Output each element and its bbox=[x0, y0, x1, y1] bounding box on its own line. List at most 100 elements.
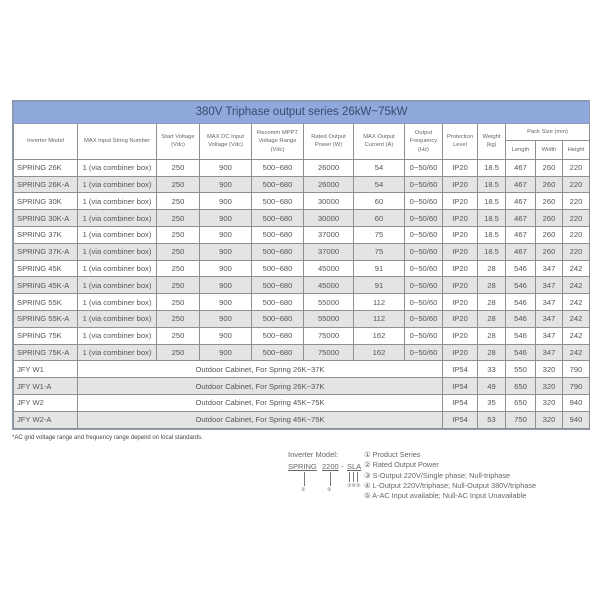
spec-table: 380V Triphase output series 26kW~75kW In… bbox=[12, 101, 591, 429]
table-cell: 0~50/60 bbox=[404, 242, 443, 261]
table-cell: IP20 bbox=[442, 209, 478, 227]
table-cell: 546 bbox=[505, 326, 536, 345]
table-cell: 0~50/60 bbox=[404, 259, 443, 278]
table-cell: 347 bbox=[535, 259, 563, 278]
cabinet-row: JFY W1-A Outdoor Cabinet, For Spring 26K~… bbox=[13, 377, 591, 395]
table-cell: 900 bbox=[199, 259, 252, 278]
model-cell: SPRING 45K-A bbox=[13, 276, 78, 295]
table-cell: 49 bbox=[477, 377, 506, 395]
column-header: Pack Size (mm) bbox=[504, 123, 591, 141]
table-cell: 500~680 bbox=[251, 209, 304, 227]
table-row: SPRING 26K 1 (via combiner box) 250 900 500~… bbox=[13, 158, 591, 177]
table-cell: 75 bbox=[353, 225, 405, 244]
column-header: MAX Input String Number bbox=[77, 123, 157, 160]
model-cell: SPRING 37K-A bbox=[13, 242, 78, 261]
cabinet-row: JFY W2-A Outdoor Cabinet, For Spring 45K~… bbox=[13, 410, 591, 429]
table-cell: 1 (via combiner box) bbox=[77, 259, 157, 278]
mark-1: ① bbox=[301, 487, 306, 493]
table-cell: 940 bbox=[561, 410, 591, 429]
model-cell: SPRING 30K-A bbox=[13, 209, 78, 227]
table-row: SPRING 30K 1 (via combiner box) 250 900 500~… bbox=[13, 192, 591, 211]
table-cell: IP20 bbox=[442, 276, 478, 295]
table-cell: 162 bbox=[353, 326, 405, 345]
column-header: MAX DC Input Voltage (Vdc) bbox=[199, 123, 252, 160]
mark-345: ③④⑤ bbox=[347, 483, 361, 489]
table-cell: 0~50/60 bbox=[404, 158, 443, 177]
table-cell: 18.5 bbox=[477, 242, 506, 261]
table-cell: 250 bbox=[156, 209, 200, 227]
table-cell: 1 (via combiner box) bbox=[77, 242, 157, 261]
table-cell: 320 bbox=[535, 393, 563, 412]
table-cell: 750 bbox=[505, 410, 536, 429]
table-cell: IP54 bbox=[442, 410, 478, 429]
table-cell: 18.5 bbox=[477, 175, 506, 194]
table-cell: 45000 bbox=[303, 259, 354, 278]
table-cell: 500~680 bbox=[251, 158, 304, 177]
table-cell: 790 bbox=[561, 360, 591, 379]
table-cell: 1 (via combiner box) bbox=[77, 175, 157, 194]
table-cell: 0~50/60 bbox=[404, 225, 443, 244]
table-cell: 28 bbox=[477, 343, 506, 362]
table-cell: 650 bbox=[505, 393, 536, 412]
table-cell: IP54 bbox=[442, 393, 478, 412]
table-cell: 467 bbox=[505, 158, 536, 177]
table-cell: 320 bbox=[535, 410, 563, 429]
legend-item: ② Rated Output Power bbox=[364, 460, 439, 470]
model-part-power: 2200 bbox=[322, 462, 339, 471]
table-cell: 0~50/60 bbox=[404, 326, 443, 345]
table-cell: 900 bbox=[199, 175, 252, 194]
table-cell: 500~680 bbox=[251, 225, 304, 244]
model-part-series: SPRING bbox=[288, 462, 317, 471]
model-cell: JFY W1-A bbox=[13, 377, 78, 395]
table-cell: 900 bbox=[199, 209, 252, 227]
table-cell: 91 bbox=[353, 276, 405, 295]
table-cell: 75000 bbox=[303, 326, 354, 345]
table-cell: 33 bbox=[477, 360, 506, 379]
table-cell: 60 bbox=[353, 192, 405, 211]
table-cell: 250 bbox=[156, 259, 200, 278]
table-cell: 467 bbox=[505, 242, 536, 261]
table-cell: IP20 bbox=[442, 309, 478, 328]
table-cell: 242 bbox=[561, 309, 591, 328]
table-cell: 900 bbox=[199, 326, 252, 345]
table-cell: IP20 bbox=[442, 326, 478, 345]
table-cell: 1 (via combiner box) bbox=[77, 276, 157, 295]
legend-item: ④ L-Output 220V/triphase; Null-Output 38… bbox=[364, 480, 537, 490]
table-cell: 260 bbox=[535, 158, 563, 177]
table-cell: 35 bbox=[477, 393, 506, 412]
table-cell: 1 (via combiner box) bbox=[77, 309, 157, 328]
table-cell: 1 (via combiner box) bbox=[77, 225, 157, 244]
model-part-suffix: SLA bbox=[347, 462, 362, 471]
table-cell: 347 bbox=[535, 309, 563, 328]
table-cell: 112 bbox=[353, 293, 405, 311]
table-cell: 347 bbox=[535, 326, 563, 345]
table-cell: 546 bbox=[505, 309, 536, 328]
legend-item: ① Product Series bbox=[364, 450, 421, 459]
table-cell: 220 bbox=[561, 242, 591, 261]
table-cell: 0~50/60 bbox=[404, 175, 443, 194]
table-cell: 790 bbox=[561, 377, 591, 395]
model-cell: JFY W1 bbox=[13, 360, 78, 379]
table-cell: 30000 bbox=[303, 209, 354, 227]
table-cell: 467 bbox=[505, 192, 536, 211]
table-row: SPRING 26K-A 1 (via combiner box) 250 900 50… bbox=[13, 175, 591, 194]
table-row: SPRING 30K-A 1 (via combiner box) 250 900 50… bbox=[13, 209, 591, 227]
table-cell: 1 (via combiner box) bbox=[77, 192, 157, 211]
table-cell: IP20 bbox=[442, 192, 478, 211]
table-cell: 28 bbox=[477, 259, 506, 278]
legend-item: ⑤ A-AC Input available; Null-AC Input Un… bbox=[364, 491, 527, 501]
table-cell: 550 bbox=[505, 360, 536, 379]
cabinet-row: JFY W2 Outdoor Cabinet, For Spring 45K~75… bbox=[13, 393, 591, 412]
model-cell: SPRING 55K-A bbox=[13, 309, 78, 328]
table-cell: 250 bbox=[156, 293, 200, 311]
column-header: MAX Output Current (A) bbox=[353, 123, 405, 160]
table-cell: 28 bbox=[477, 293, 506, 311]
model-cell: SPRING 45K bbox=[13, 259, 78, 278]
column-header: Start Voltage (Vdc) bbox=[156, 123, 200, 160]
table-cell: 162 bbox=[353, 343, 405, 362]
table-cell: 0~50/60 bbox=[404, 209, 443, 227]
table-row: SPRING 45K-A 1 (via combiner box) 250 900 50… bbox=[13, 276, 591, 295]
table-cell: 54 bbox=[353, 158, 405, 177]
table-cell: 0~50/60 bbox=[404, 343, 443, 362]
table-cell: 546 bbox=[505, 259, 536, 278]
